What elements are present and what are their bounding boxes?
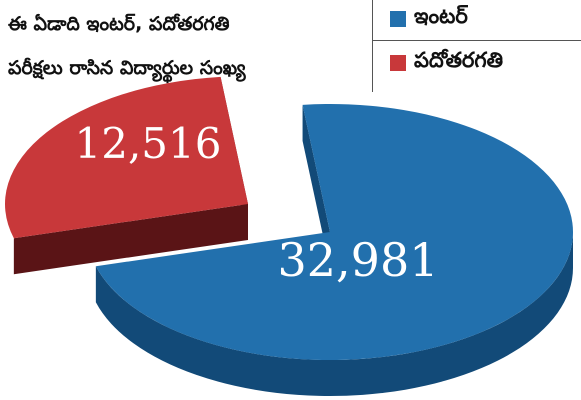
legend-divider-horizontal <box>372 40 581 41</box>
legend-divider-vertical <box>372 0 373 92</box>
legend-item-inter: ఇంటర్‌ <box>390 4 468 34</box>
slice-wall-tenth-b <box>13 204 248 275</box>
chart-title-line-2: పరీక్షలు రాసిన విద్యార్థుల సంఖ్య <box>8 57 246 79</box>
legend: ఇంటర్‌ పదోతరగతి <box>370 0 581 92</box>
slice-inter <box>95 104 573 360</box>
slice-side-inter <box>95 232 573 396</box>
slice-label-inter: 32,981 <box>278 233 439 287</box>
legend-label-inter: ఇంటర్‌ <box>414 4 468 28</box>
chart-title: ఈ ఏడాది ఇంటర్‌, పదోతరగతి పరీక్షలు రాసిన … <box>8 2 368 90</box>
legend-label-tenth: పదోతరగతి <box>414 48 504 72</box>
legend-swatch-inter <box>390 11 406 27</box>
slice-tenth <box>5 76 249 239</box>
slice-wall-inter <box>302 104 330 268</box>
legend-item-tenth: పదోతరగతి <box>390 48 503 78</box>
chart-title-line-1: ఈ ఏడాది ఇంటర్‌, పదోతరగతి <box>8 13 230 35</box>
slice-label-tenth: 12,516 <box>75 119 222 168</box>
legend-swatch-tenth <box>390 55 406 71</box>
